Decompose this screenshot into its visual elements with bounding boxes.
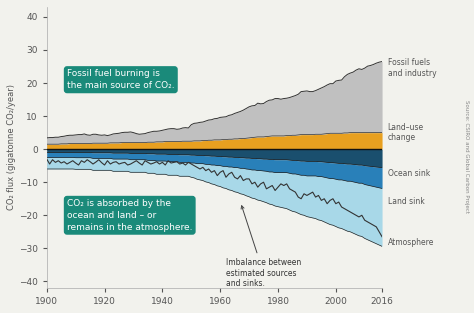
Text: Imbalance between
estimated sources
and sinks.: Imbalance between estimated sources and … — [226, 206, 301, 288]
Text: CO₂ is absorbed by the
ocean and land – or
remains in the atmosphere.: CO₂ is absorbed by the ocean and land – … — [67, 199, 192, 232]
Y-axis label: CO₂ flux (gigatonne CO₂/year): CO₂ flux (gigatonne CO₂/year) — [7, 85, 16, 210]
Text: Fossil fuel burning is
the main source of CO₂.: Fossil fuel burning is the main source o… — [67, 69, 174, 90]
Text: Source: CSIRO and Global Carbon Project: Source: CSIRO and Global Carbon Project — [465, 100, 469, 213]
